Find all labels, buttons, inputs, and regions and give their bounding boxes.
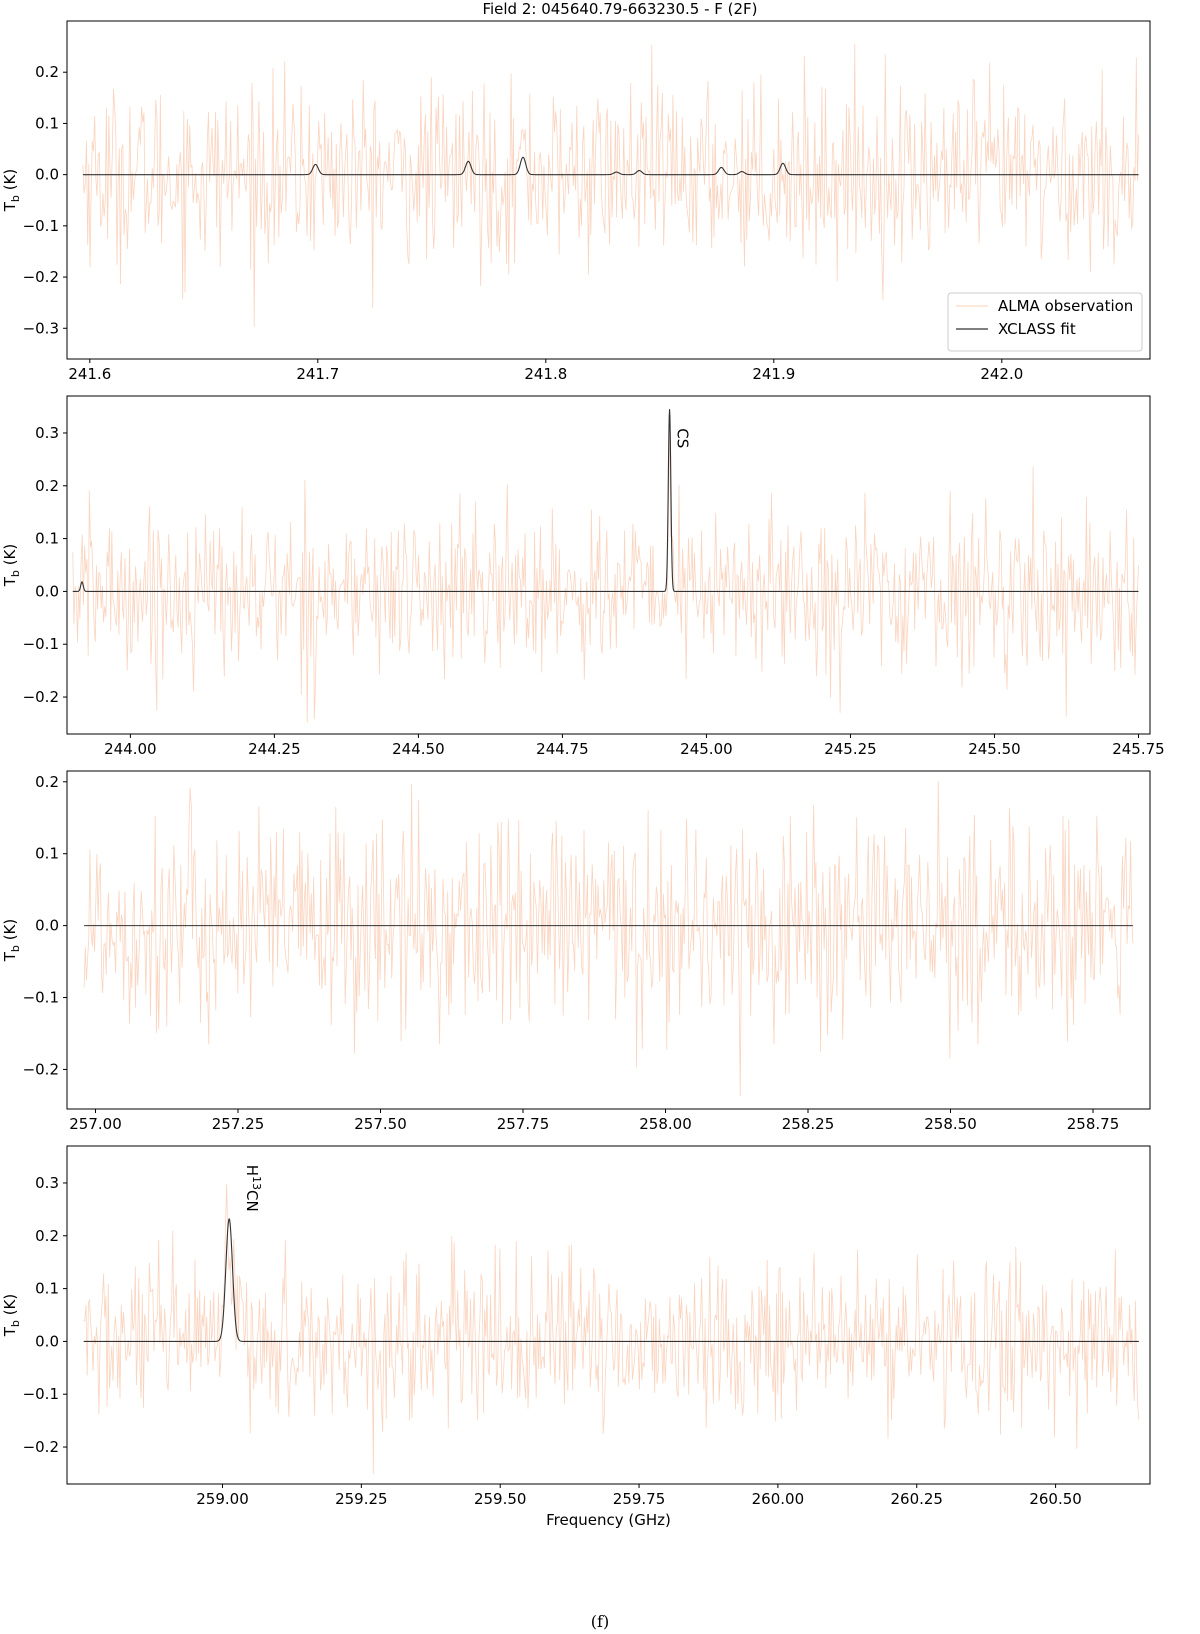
y-tick-label: 0.3 (35, 424, 59, 442)
y-tick-label: 0.1 (35, 530, 59, 548)
x-tick-label: 259.25 (335, 1490, 388, 1508)
x-tick-label: 257.50 (354, 1115, 407, 1133)
x-tick-label: 259.50 (474, 1490, 527, 1508)
fit-series (82, 156, 1139, 176)
x-tick-label: 241.6 (68, 365, 111, 383)
observation-series (72, 421, 1139, 723)
x-tick-label: 244.75 (536, 740, 589, 758)
y-tick-label: −0.1 (23, 217, 59, 235)
y-tick-label: −0.1 (23, 989, 59, 1007)
x-tick-label: 258.75 (1067, 1115, 1120, 1133)
y-tick-label: 0.3 (35, 1174, 59, 1192)
x-tick-label: 260.25 (890, 1490, 943, 1508)
x-tick-label: 244.50 (392, 740, 445, 758)
y-tick-label: 0.1 (35, 114, 59, 132)
observation-series (82, 44, 1139, 327)
y-axis-label: Tb (K) (1, 544, 22, 587)
plot-frame (66, 1145, 1151, 1485)
y-tick-label: 0.2 (35, 63, 59, 81)
x-tick-label: 244.25 (248, 740, 301, 758)
x-tick-label: 245.75 (1112, 740, 1165, 758)
y-tick-label: 0.0 (35, 582, 59, 600)
y-tick-label: 0.2 (35, 773, 59, 791)
line-annotation: H13CN (243, 1165, 263, 1212)
plot-frame (66, 395, 1151, 735)
x-tick-label: 257.00 (69, 1115, 122, 1133)
y-tick-label: 0.0 (35, 166, 59, 184)
spectrum-panel-4: 259.00 259.25 259.50 259.75 260.00 260.25 260.… (1, 1145, 1151, 1529)
x-tick-label: 257.75 (497, 1115, 550, 1133)
y-axis-label: Tb (K) (1, 1294, 22, 1337)
x-tick-label: 244.00 (104, 740, 157, 758)
y-tick-label: 0.0 (35, 917, 59, 935)
y-tick-label: 0.0 (35, 1332, 59, 1350)
figure-caption: (f) (590, 1612, 610, 1631)
legend-label-observation: ALMA observation (998, 297, 1133, 315)
y-tick-label: −0.1 (23, 1385, 59, 1403)
x-tick-label: 258.00 (639, 1115, 692, 1133)
x-tick-label: 260.00 (752, 1490, 805, 1508)
panels: 241.6 241.7 241.8 241.9 242.0 −0.3 −0.2 −0.1 0.0… (1, 20, 1165, 1529)
x-tick-label: 259.00 (196, 1490, 249, 1508)
observation-series (83, 1183, 1140, 1475)
fit-series (72, 409, 1139, 592)
fit-series (83, 1218, 1139, 1342)
y-axis-label: Tb (K) (1, 169, 22, 212)
x-tick-label: 245.25 (824, 740, 877, 758)
x-tick-label: 245.00 (680, 740, 733, 758)
y-tick-label: 0.1 (35, 845, 59, 863)
y-tick-label: −0.2 (23, 688, 59, 706)
legend: ALMA observation XCLASS fit (947, 292, 1143, 352)
plot-frame (66, 20, 1151, 360)
spectrum-panel-3: 257.00 257.25 257.50 257.75 258.00 258.25 258.… (1, 770, 1151, 1133)
observation-series (83, 781, 1134, 1097)
x-tick-label: 260.50 (1029, 1490, 1082, 1508)
y-tick-label: −0.2 (23, 1060, 59, 1078)
y-axis-label: Tb (K) (1, 919, 22, 962)
x-tick-label: 241.9 (752, 365, 795, 383)
figure-title: Field 2: 045640.79-663230.5 - F (2F) (482, 0, 757, 18)
x-tick-label: 241.7 (296, 365, 339, 383)
line-annotation: CS (674, 428, 692, 448)
y-tick-label: −0.1 (23, 635, 59, 653)
y-tick-label: 0.2 (35, 477, 59, 495)
x-tick-label: 245.50 (968, 740, 1021, 758)
x-tick-label: 242.0 (980, 365, 1023, 383)
legend-label-fit: XCLASS fit (998, 320, 1076, 338)
y-tick-label: −0.3 (23, 319, 59, 337)
spectrum-panel-2: 244.00 244.25 244.50 244.75 245.00 245.25 245.… (1, 395, 1165, 758)
legend-box (947, 292, 1143, 352)
y-tick-label: 0.1 (35, 1280, 59, 1298)
spectrum-panel-1: 241.6 241.7 241.8 241.9 242.0 −0.3 −0.2 −0.1 0.0… (1, 20, 1151, 383)
x-tick-label: 259.75 (613, 1490, 666, 1508)
plot-frame (66, 770, 1151, 1110)
y-tick-label: 0.2 (35, 1227, 59, 1245)
x-tick-label: 241.8 (524, 365, 567, 383)
y-tick-label: −0.2 (23, 268, 59, 286)
x-tick-label: 258.25 (782, 1115, 835, 1133)
x-tick-label: 258.50 (924, 1115, 977, 1133)
y-tick-label: −0.2 (23, 1438, 59, 1456)
x-axis-label: Frequency (GHz) (546, 1511, 671, 1529)
x-tick-label: 257.25 (212, 1115, 265, 1133)
